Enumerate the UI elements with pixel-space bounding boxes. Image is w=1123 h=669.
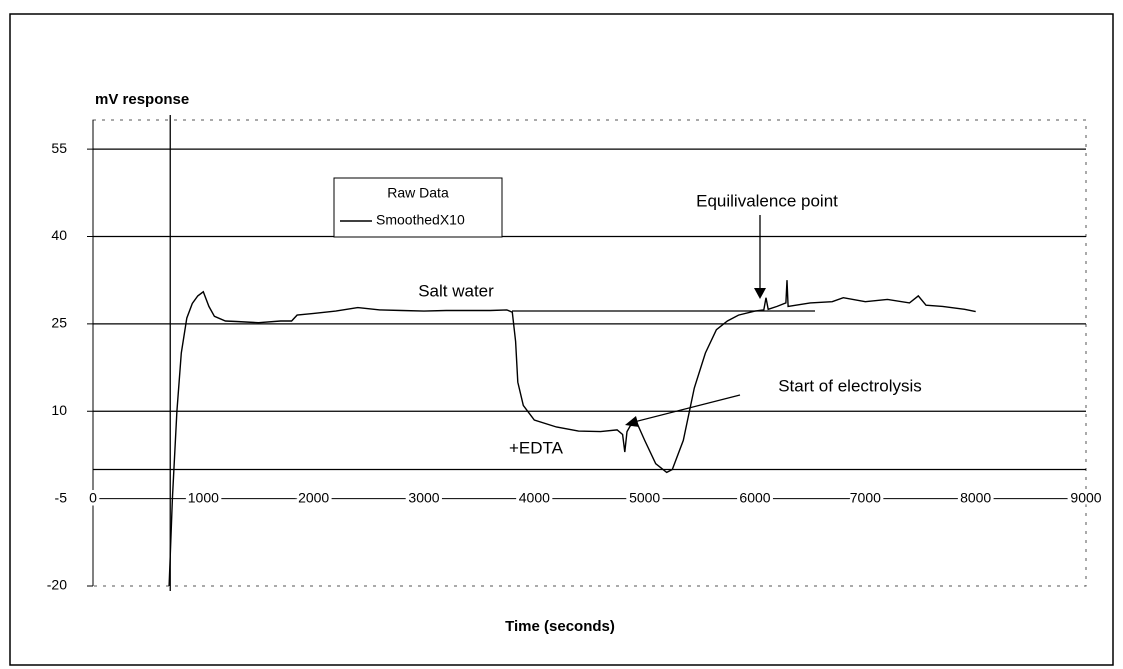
x-tick-label: 7000	[850, 489, 881, 505]
annotation: Start of electrolysis	[778, 376, 922, 395]
y-tick-label: 25	[51, 315, 67, 331]
x-tick-label: 4000	[519, 489, 550, 505]
annotation: Salt water	[418, 281, 494, 300]
annotation: Equilivalence point	[696, 191, 838, 210]
arrow-head	[754, 288, 766, 299]
x-tick-label: 6000	[739, 489, 770, 505]
y-tick-label: 55	[51, 140, 67, 156]
x-tick-label: 3000	[408, 489, 439, 505]
y-tick-label: -5	[55, 489, 68, 505]
data-line	[168, 280, 976, 587]
y-tick-label: 10	[51, 402, 67, 418]
legend-label: Raw Data	[387, 185, 449, 201]
x-tick-label: 0	[89, 489, 97, 505]
annotation: +EDTA	[509, 438, 564, 457]
plot-border	[92, 119, 1087, 587]
legend-label: SmoothedX10	[376, 212, 465, 228]
legend	[333, 177, 503, 238]
x-tick-label: 5000	[629, 489, 660, 505]
x-tick-label: 9000	[1070, 489, 1101, 505]
x-axis-label: Time (seconds)	[505, 618, 615, 635]
arrow	[633, 394, 741, 423]
y-tick-label: -20	[47, 577, 67, 593]
chart-frame	[9, 13, 1114, 666]
x-tick-label: 1000	[188, 489, 219, 505]
x-tick-label: 8000	[960, 489, 991, 505]
y-tick-label: 40	[51, 227, 67, 243]
x-tick-label: 2000	[298, 489, 329, 505]
y-axis-label: mV response	[95, 91, 189, 108]
